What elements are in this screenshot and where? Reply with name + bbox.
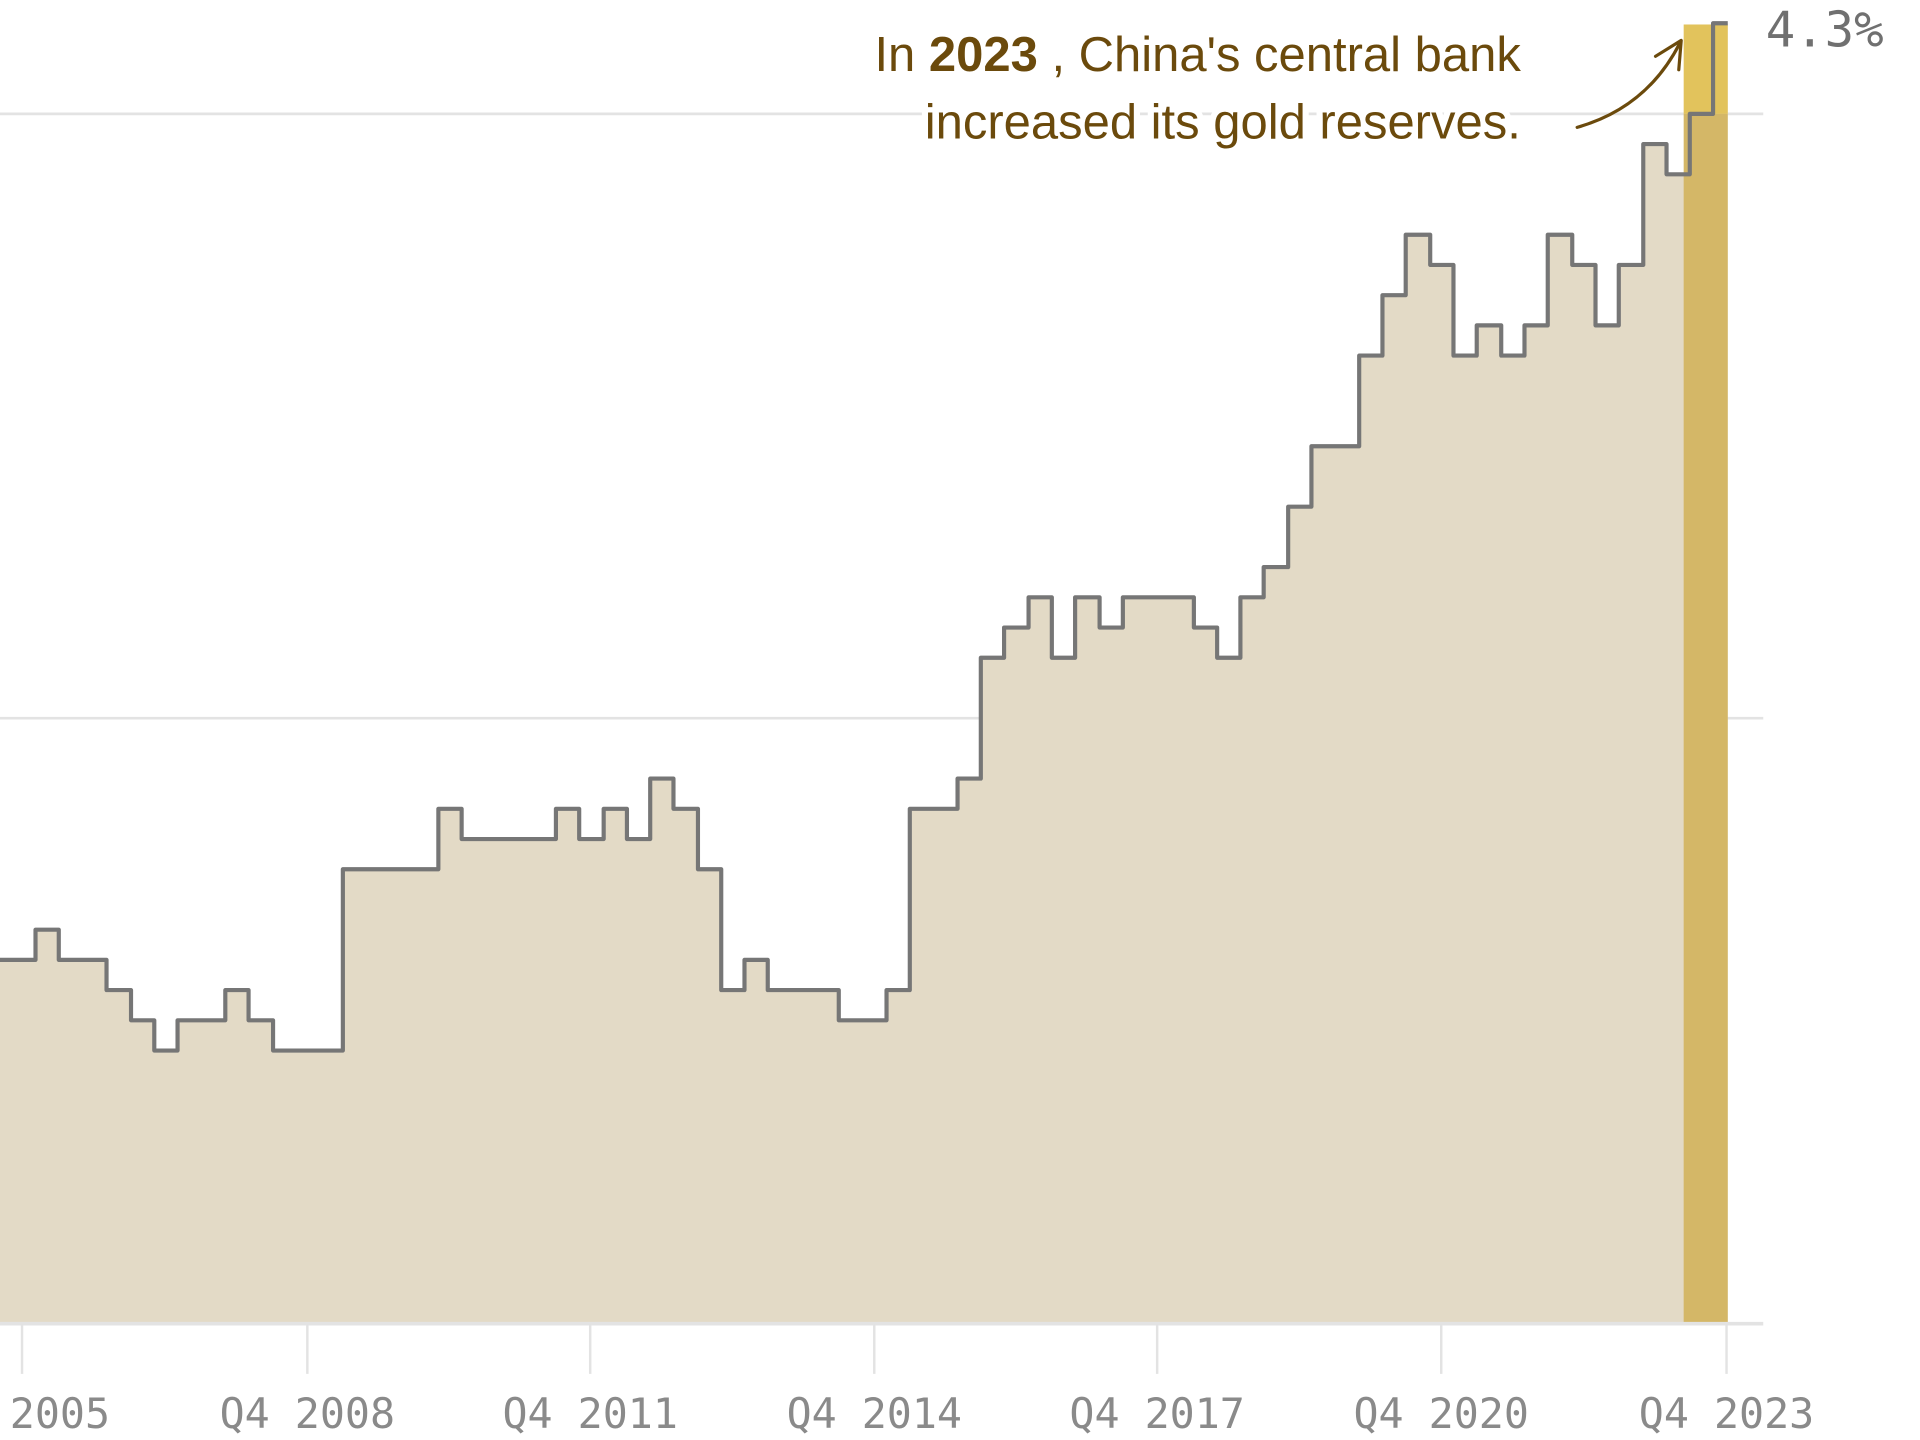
x-tick-label: Q4 2017 (1069, 1389, 1244, 1438)
step-line-path (0, 21, 1728, 1053)
annotation-line-2: increased its gold reserves. (925, 95, 1521, 149)
highlight-2023-bar (1683, 24, 1728, 1323)
step-line (0, 21, 1728, 1053)
final-value-label: 4.3% (1766, 2, 1884, 59)
x-tick-label: Q4 2011 (502, 1389, 677, 1438)
x-tick-label: 2005 (10, 1389, 110, 1438)
x-tick-label: Q4 2014 (787, 1389, 962, 1438)
x-axis: 2005 Q4 2008 Q4 2011 Q4 2014 Q4 2017 Q4 2020 Q… (0, 1321, 1814, 1438)
area-shape (0, 23, 1728, 1323)
annotation-line-1: In 2023 , China's central bank (874, 28, 1521, 82)
highlight-lower (1683, 113, 1728, 1323)
annotation-arrowhead-icon (1653, 38, 1683, 72)
annotation: In 2023 , China's central bank increased… (868, 22, 1683, 155)
highlight-upper (1683, 24, 1728, 114)
area-fill (0, 23, 1728, 1323)
x-tick-label: Q4 2023 (1639, 1389, 1814, 1438)
annotation-arrow-icon (1575, 41, 1682, 129)
annotation-year: 2023 (929, 28, 1038, 82)
annotation-prefix: In (874, 28, 915, 82)
x-tick-label: Q4 2020 (1354, 1389, 1529, 1438)
annotation-line-1-rest: , China's central bank (1051, 28, 1521, 82)
x-tick-label: Q4 2008 (220, 1389, 395, 1438)
